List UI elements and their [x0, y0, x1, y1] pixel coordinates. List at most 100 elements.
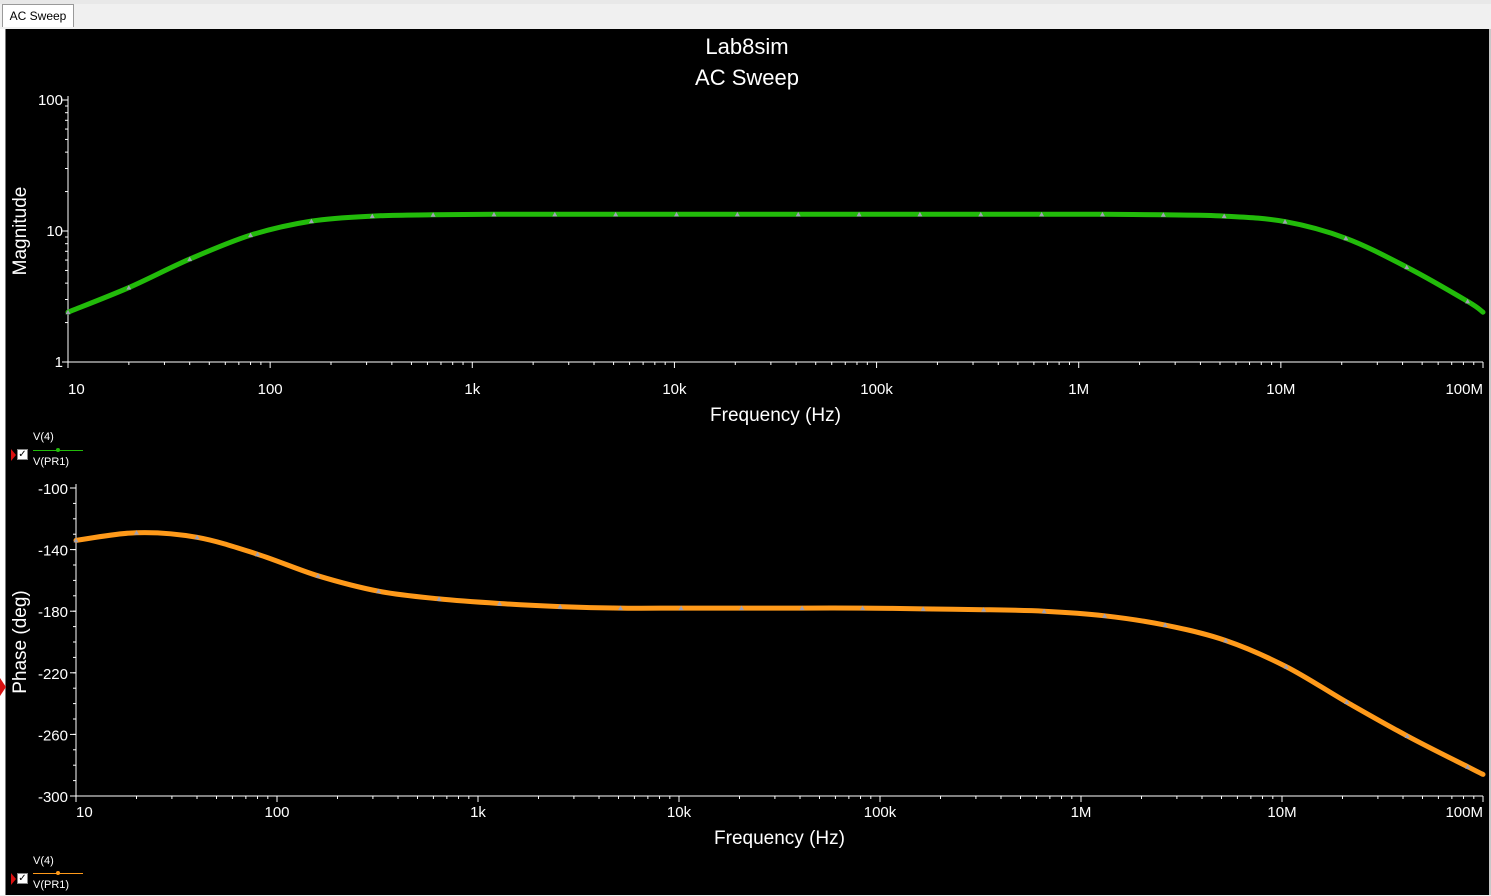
phase-data-point [436, 596, 442, 601]
left-gutter [0, 29, 5, 895]
legend-magnitude-checkbox[interactable]: ✓ [17, 449, 28, 460]
chart-subtitle: AC Sweep [695, 65, 799, 90]
magnitude-y-axis-label: Magnitude [10, 187, 31, 276]
phase-data-point [194, 534, 200, 540]
magnitude-data-point [734, 211, 740, 217]
magnitude-data-point [126, 285, 132, 290]
magnitude-data-point [430, 212, 436, 217]
phase-x-tick-label: 10M [1267, 804, 1296, 821]
phase-data-point [1223, 637, 1229, 643]
phase-x-tick-label: 100 [264, 804, 289, 821]
magnitude-data-point [1404, 264, 1410, 270]
phase-data-point [73, 537, 79, 543]
magnitude-x-tick-label: 100 [258, 381, 283, 398]
phase-y-tick-label: -260 [38, 727, 68, 744]
phase-data-point [1344, 699, 1350, 705]
magnitude-data-point [1343, 235, 1349, 241]
phase-y-tick-label: -140 [38, 543, 68, 560]
phase-data-point [739, 605, 745, 611]
phase-data-point [376, 588, 382, 594]
phase-data-point [255, 551, 261, 557]
phase-data-point [557, 604, 563, 609]
tab-ac-sweep[interactable]: AC Sweep [2, 4, 74, 27]
phase-data-point [1041, 608, 1047, 614]
legend-phase-checkbox[interactable]: ✓ [17, 873, 28, 884]
magnitude-data-point [795, 211, 801, 217]
magnitude-x-tick-label: 100M [1445, 381, 1483, 398]
magnitude-y-tick-label: 100 [38, 92, 63, 109]
phase-x-tick-label: 1M [1071, 804, 1092, 821]
phase-x-tick-label: 100k [864, 804, 897, 821]
legend-phase-dot [56, 871, 60, 875]
phase-series-line [73, 530, 1486, 777]
right-edge [1489, 29, 1491, 895]
magnitude-x-tick-label: 100k [860, 381, 893, 398]
magnitude-x-tick-label: 10 [68, 381, 85, 398]
phase-data-point [678, 605, 684, 611]
magnitude-data-point [1221, 213, 1227, 219]
phase-x-tick-label: 10k [667, 804, 692, 821]
magnitude-data-point [1282, 219, 1288, 224]
magnitude-data-point [917, 211, 923, 217]
magnitude-x-axis-label: Frequency (Hz) [710, 405, 841, 426]
phase-data-point [134, 530, 140, 535]
legend-phase-arrow-icon [11, 873, 16, 885]
magnitude-data-point [1160, 212, 1166, 217]
magnitude-data-point [187, 256, 193, 262]
magnitude-y-tick-label: 10 [46, 223, 63, 240]
magnitude-data-point [248, 232, 254, 238]
phase-y-tick-label: -220 [38, 666, 68, 683]
phase-data-point [1162, 622, 1168, 628]
phase-x-tick-label: 1k [470, 804, 486, 821]
phase-x-tick-label: 100M [1445, 804, 1483, 821]
magnitude-x-tick-label: 1k [464, 381, 480, 398]
phase-y-tick-label: -100 [38, 481, 68, 498]
phase-data-point [497, 601, 503, 606]
magnitude-y-tick-label: 1 [55, 354, 63, 371]
magnitude-data-point [308, 218, 314, 224]
tab-bar: AC Sweep [0, 0, 1491, 28]
phase-y-axis-label: Phase (deg) [10, 590, 31, 694]
magnitude-x-tick-label: 10M [1266, 381, 1295, 398]
top-strip [0, 0, 1491, 4]
legend-magnitude-arrow-icon [11, 449, 16, 461]
legend-phase-label-bottom: V(PR1) [33, 879, 70, 891]
phase-data-point [1465, 764, 1471, 769]
legend-magnitude-label-top: V(4) [33, 431, 54, 443]
magnitude-data-point [674, 211, 680, 217]
plot-area [5, 29, 1490, 895]
magnitude-x-tick-label: 10k [662, 381, 687, 398]
phase-data-point [981, 607, 987, 612]
legend-phase-label-top: V(4) [33, 855, 54, 867]
magnitude-x-tick-label: 1M [1068, 381, 1089, 398]
phase-data-point [618, 605, 624, 611]
phase-y-tick-label: -180 [38, 604, 68, 621]
chart-title: Lab8sim [705, 34, 788, 59]
magnitude-data-point [856, 211, 862, 217]
magnitude-data-point [369, 213, 375, 219]
phase-data-point [799, 605, 805, 611]
phase-data-point [1102, 613, 1108, 618]
cursor-marker-icon[interactable] [0, 678, 6, 696]
magnitude-data-point [552, 211, 558, 217]
phase-x-tick-label: 10 [76, 804, 93, 821]
magnitude-data-point [1039, 211, 1045, 217]
legend-magnitude-label-bottom: V(PR1) [33, 456, 70, 468]
phase-data-point [860, 605, 866, 611]
phase-data-point [1404, 733, 1410, 738]
phase-y-tick-label: -300 [38, 789, 68, 806]
legend-magnitude-dot [56, 448, 60, 452]
magnitude-data-point [613, 211, 619, 217]
phase-data-point [920, 606, 926, 611]
magnitude-data-point [1465, 298, 1471, 304]
phase-x-axis-label: Frequency (Hz) [714, 828, 845, 849]
magnitude-data-point [978, 211, 984, 217]
phase-data-point [315, 573, 321, 578]
magnitude-data-point [1099, 211, 1105, 217]
magnitude-data-point [491, 211, 497, 217]
phase-data-point [1283, 664, 1289, 669]
magnitude-series-line [65, 211, 1486, 315]
magnitude-data-point [65, 309, 71, 315]
